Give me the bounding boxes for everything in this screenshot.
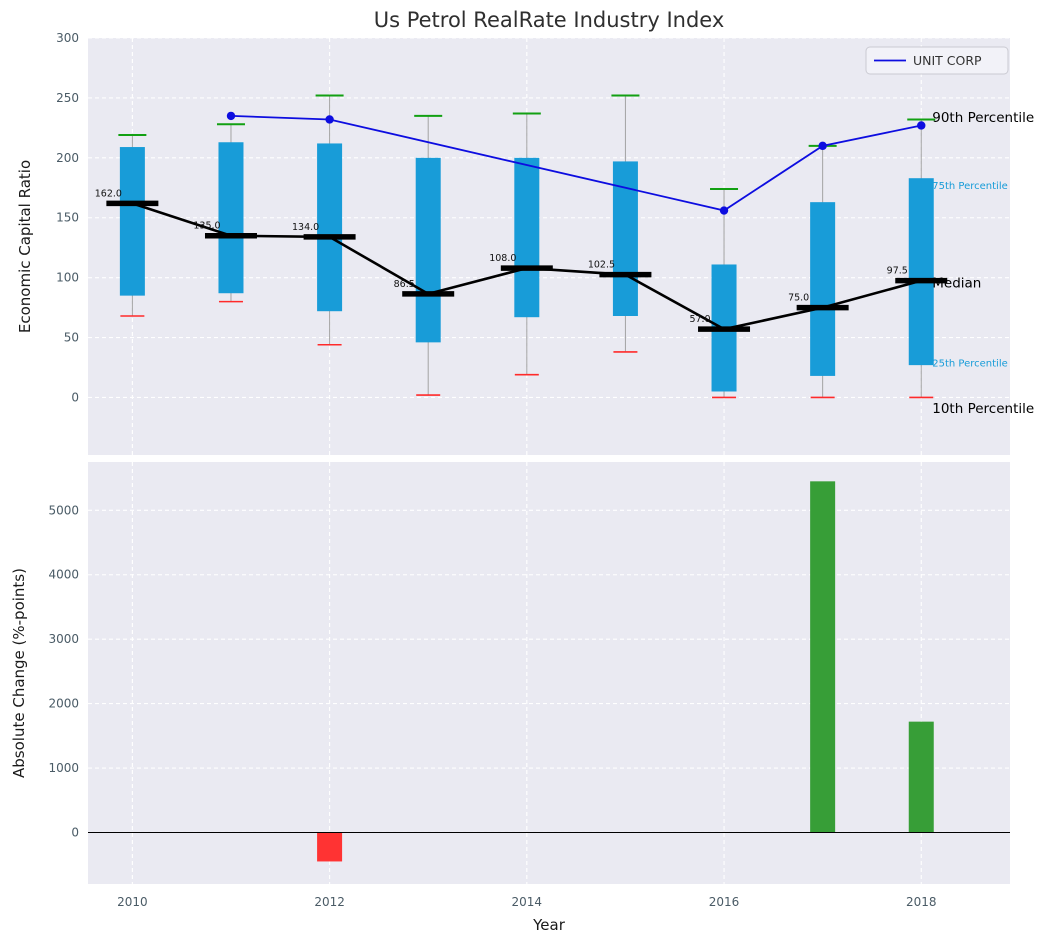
bottom-y-axis-label: Absolute Change (%-points) bbox=[10, 568, 28, 778]
bottom-y-tick-label: 4000 bbox=[48, 568, 79, 582]
top-y-tick-label: 250 bbox=[56, 91, 79, 105]
bottom-plot-bg bbox=[88, 462, 1010, 884]
change-bar-2012 bbox=[317, 832, 343, 862]
x-tick-label: 2010 bbox=[117, 895, 148, 909]
unit-corp-marker bbox=[325, 115, 334, 124]
boxplot-2017 bbox=[808, 144, 837, 399]
legend-label: UNIT CORP bbox=[913, 53, 982, 68]
10th-percentile-annotation: 10th Percentile bbox=[932, 401, 1034, 417]
median-value-label: 75.0 bbox=[788, 293, 809, 304]
bottom-y-tick-label: 1000 bbox=[48, 761, 79, 775]
top-y-tick-label: 0 bbox=[71, 390, 79, 404]
boxplot-2012 bbox=[315, 94, 344, 346]
90th-percentile-annotation: 90th Percentile bbox=[932, 110, 1034, 126]
median-value-label: 135.0 bbox=[193, 221, 220, 232]
unit-corp-marker bbox=[818, 141, 827, 151]
75th-percentile-annotation: 75th Percentile bbox=[932, 181, 1008, 192]
x-tick-label: 2016 bbox=[709, 895, 740, 909]
median-annotation: Median bbox=[932, 275, 981, 291]
top-y-tick-label: 150 bbox=[56, 211, 79, 225]
iqr-box bbox=[415, 157, 441, 343]
median-value-label: 108.0 bbox=[489, 253, 516, 264]
change-bar-2017 bbox=[810, 481, 836, 833]
iqr-box bbox=[317, 143, 343, 312]
bottom-y-tick-label: 2000 bbox=[48, 697, 79, 711]
boxplot-2018 bbox=[907, 118, 936, 399]
median-value-label: 86.5 bbox=[394, 279, 415, 290]
chart-title: Us Petrol RealRate Industry Index bbox=[373, 8, 725, 32]
change-bar-2018 bbox=[908, 721, 934, 833]
bottom-y-tick-label: 5000 bbox=[48, 503, 79, 517]
legend: UNIT CORP bbox=[865, 46, 1009, 75]
median-value-label: 102.5 bbox=[588, 260, 615, 271]
iqr-box bbox=[119, 147, 145, 296]
bottom-y-tick-label: 0 bbox=[71, 825, 79, 839]
iqr-box bbox=[908, 178, 934, 366]
top-y-axis-label: Economic Capital Ratio bbox=[16, 160, 34, 333]
boxplot-2014 bbox=[512, 112, 541, 376]
top-y-tick-label: 200 bbox=[56, 151, 79, 165]
median-value-label: 134.0 bbox=[292, 222, 319, 233]
unit-corp-marker bbox=[719, 206, 729, 215]
unit-corp-marker bbox=[917, 121, 926, 130]
x-tick-label: 2018 bbox=[906, 895, 937, 909]
boxplot-2013 bbox=[414, 114, 443, 396]
iqr-box bbox=[218, 142, 244, 294]
boxplot-2011 bbox=[216, 123, 245, 303]
median-value-label: 97.5 bbox=[887, 266, 908, 277]
unit-corp-marker bbox=[226, 111, 236, 121]
boxplot-2010 bbox=[118, 134, 147, 317]
x-tick-label: 2012 bbox=[314, 895, 345, 909]
iqr-box bbox=[612, 161, 638, 316]
bottom-y-tick-label: 3000 bbox=[48, 632, 79, 646]
top-y-tick-label: 50 bbox=[64, 331, 79, 345]
x-tick-label: 2014 bbox=[512, 895, 543, 909]
median-value-label: 162.0 bbox=[95, 188, 122, 199]
median-value-label: 57.0 bbox=[689, 314, 710, 325]
legend-box bbox=[865, 46, 1009, 75]
iqr-box bbox=[810, 202, 836, 376]
top-y-tick-label: 300 bbox=[56, 31, 79, 45]
x-axis-label: Year bbox=[532, 916, 566, 934]
top-y-tick-label: 100 bbox=[56, 271, 79, 285]
iqr-box bbox=[514, 157, 540, 318]
25th-percentile-annotation: 25th Percentile bbox=[932, 358, 1008, 369]
